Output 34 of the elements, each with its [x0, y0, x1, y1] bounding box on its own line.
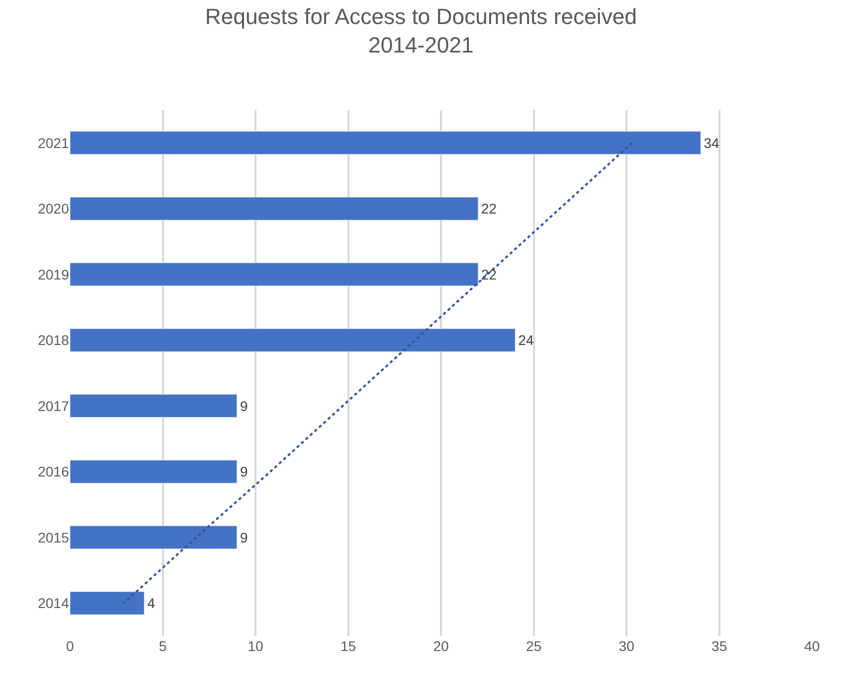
bar: [70, 526, 238, 550]
bar: [70, 460, 238, 484]
y-tick-label: 2018: [38, 332, 70, 348]
x-tick-label: 5: [158, 638, 167, 654]
y-tick-label: 2016: [38, 464, 70, 480]
chart-title: Requests for Access to Documents received 2014-2021: [205, 4, 637, 58]
x-tick-label: 15: [340, 638, 356, 654]
x-tick-label: 0: [66, 638, 74, 654]
x-tick-label: 40: [804, 638, 820, 654]
y-tick-label: 2014: [38, 595, 70, 612]
x-tick-label: 25: [526, 638, 542, 654]
bar: [70, 196, 478, 220]
y-tick-label: 2020: [38, 200, 70, 217]
data-label: 9: [240, 398, 248, 414]
data-label: 9: [240, 529, 248, 546]
data-label: 4: [147, 595, 156, 612]
bar: [70, 262, 478, 286]
data-label: 34: [704, 134, 720, 151]
data-label: 9: [240, 464, 248, 480]
bar: [70, 328, 516, 352]
y-tick-label: 2017: [38, 398, 70, 414]
bar: [70, 394, 238, 418]
x-tick-label: 35: [711, 638, 728, 654]
bar: [70, 591, 144, 615]
x-tick-label: 10: [248, 638, 264, 654]
data-label: 22: [481, 200, 497, 217]
x-tick-label: 20: [433, 638, 449, 654]
y-tick-label: 2015: [38, 529, 70, 546]
y-tick-label: 2021: [38, 134, 70, 151]
y-tick-label: 2019: [38, 266, 70, 282]
bar: [70, 131, 701, 155]
data-label: 24: [518, 332, 534, 348]
data-label: 22: [481, 266, 497, 282]
x-tick-label: 30: [618, 638, 634, 654]
